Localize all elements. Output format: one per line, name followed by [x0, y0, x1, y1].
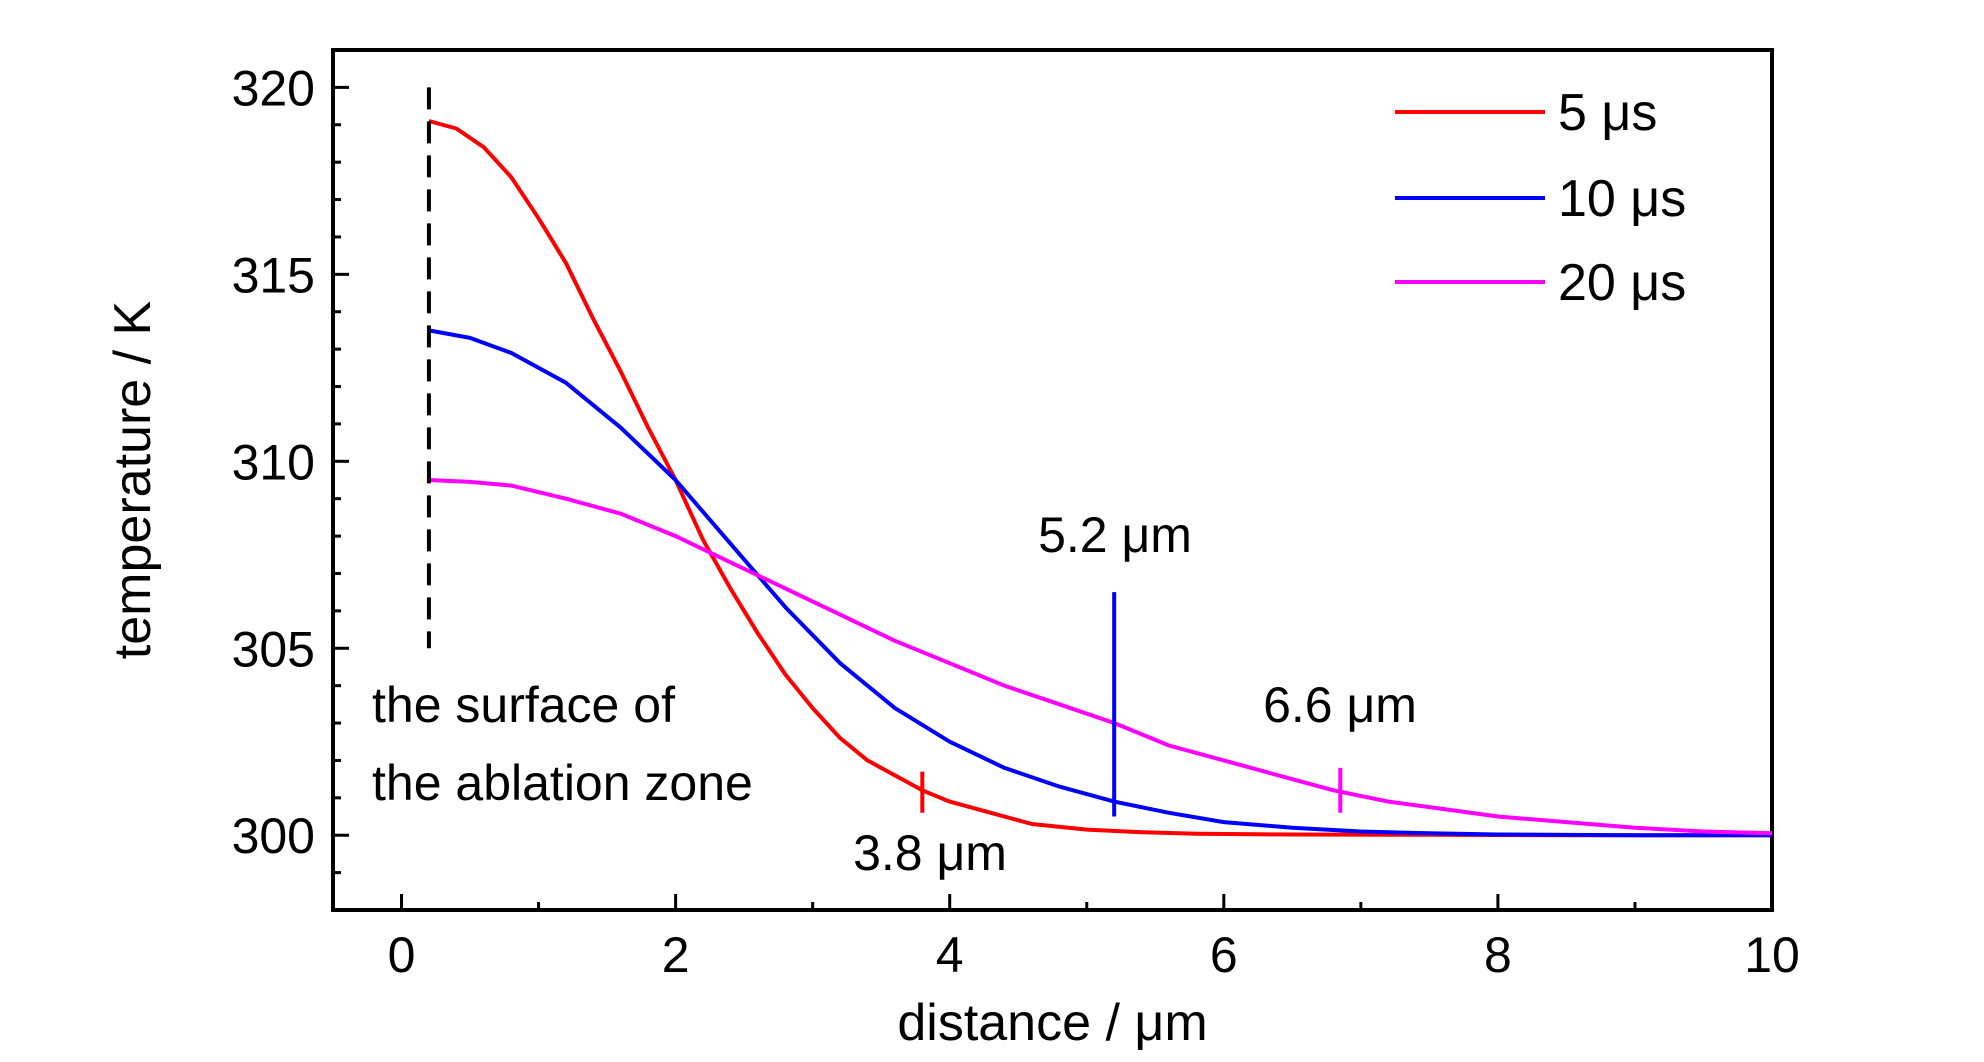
marker-label-2: 5.2 μm	[1038, 507, 1192, 563]
marker-label-1: 3.8 μm	[853, 825, 1007, 881]
x-tick-label: 10	[1744, 927, 1800, 983]
legend-label-3: 20 μs	[1558, 254, 1686, 312]
plot-frame	[331, 48, 1774, 912]
x-tick-label: 8	[1484, 927, 1512, 983]
x-tick-label: 2	[662, 927, 690, 983]
y-tick-label: 300	[232, 808, 315, 864]
surface-label-line2: the ablation zone	[372, 755, 753, 811]
series-line-2	[428, 328, 1772, 838]
x-tick-label: 6	[1210, 927, 1238, 983]
y-tick-label: 305	[232, 621, 315, 677]
legend-label-2: 10 μs	[1558, 170, 1686, 228]
y-tick-label: 310	[232, 434, 315, 490]
annotations: the surface of the ablation zone 3.8 μm 5.2…	[372, 87, 1417, 881]
legend: 5 μs 10 μs 20 μs	[1395, 84, 1686, 312]
y-tick-label: 320	[232, 60, 315, 116]
legend-label-1: 5 μs	[1558, 84, 1657, 142]
y-tick-label: 315	[232, 247, 315, 303]
series-line-1	[428, 119, 1772, 838]
x-tick-label: 4	[936, 927, 964, 983]
x-tick-label: 0	[388, 927, 416, 983]
x-axis-ticks: 0 2 4 6 8 10	[388, 894, 1800, 983]
surface-label-line1: the surface of	[372, 677, 675, 733]
series-lines	[428, 119, 1773, 838]
marker-label-3: 6.6 μm	[1263, 677, 1417, 733]
series-line-3	[428, 478, 1773, 836]
y-axis-ticks: 300 305 310 315 320	[232, 60, 349, 875]
y-axis-title: temperature / K	[104, 300, 162, 659]
x-axis-title: distance / μm	[897, 994, 1207, 1052]
